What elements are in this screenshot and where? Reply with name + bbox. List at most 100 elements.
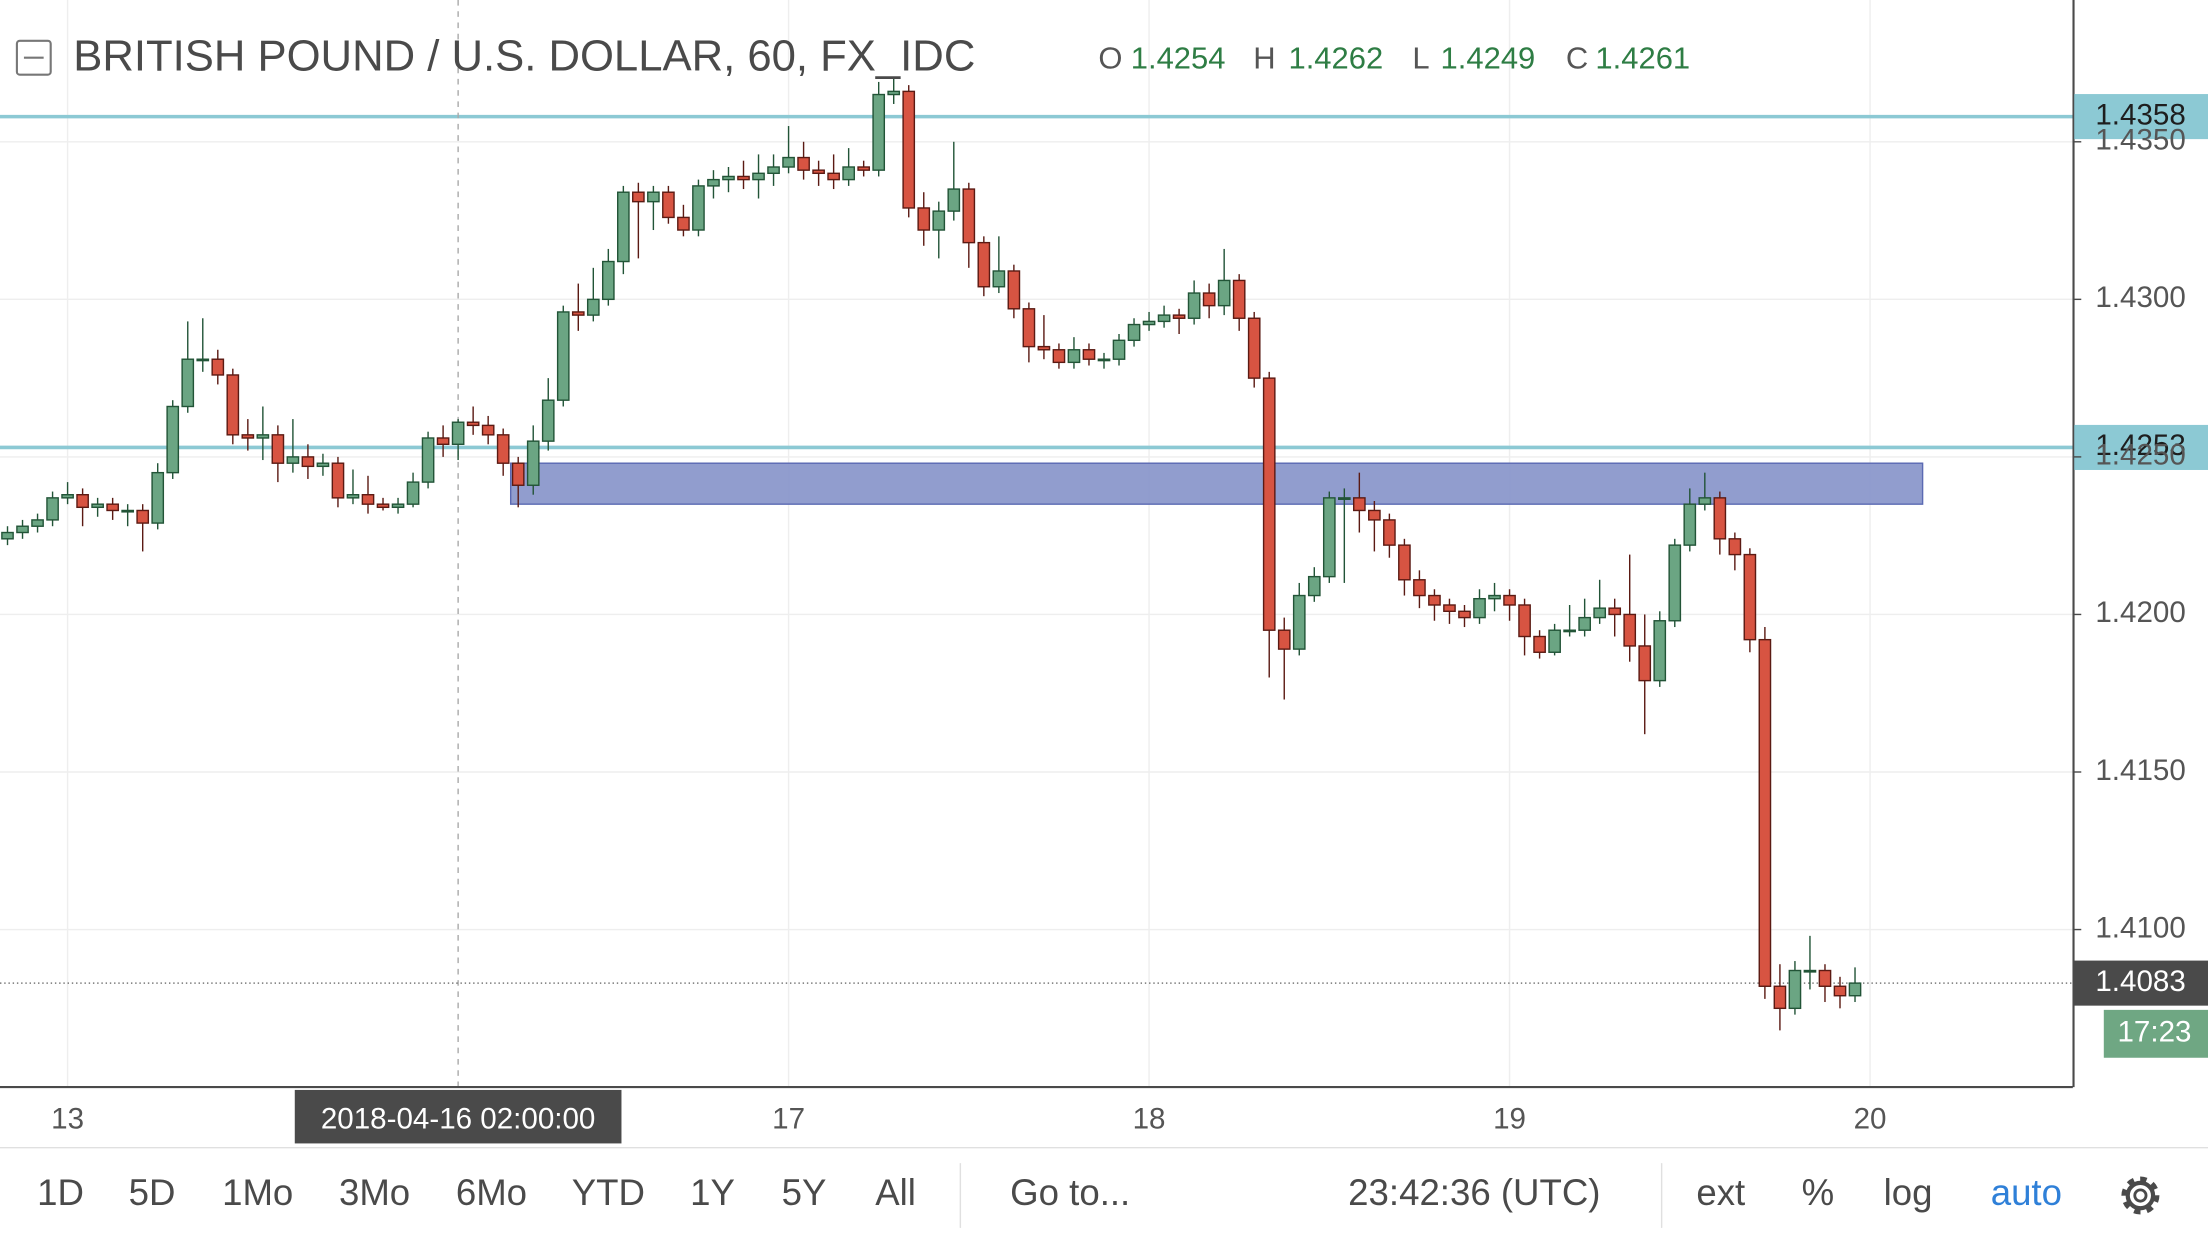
candle-body	[1307, 575, 1321, 597]
ohlc-key: O	[1098, 41, 1122, 76]
candle-body	[1413, 579, 1426, 597]
candle-body	[1368, 509, 1381, 521]
candle-body	[632, 191, 645, 203]
option-button[interactable]: log	[1884, 1172, 1933, 1213]
candle-body	[947, 188, 961, 212]
candle-body	[1848, 982, 1862, 997]
candle-body	[346, 494, 360, 499]
candle-body	[1022, 308, 1036, 348]
range-button[interactable]: 6Mo	[456, 1172, 527, 1213]
goto-button[interactable]: Go to...	[1010, 1172, 1130, 1213]
y-tick-label: 1.4150	[2095, 754, 2185, 787]
candle-body	[662, 191, 675, 219]
candle-body	[1773, 985, 1787, 1010]
last-price-label: 1.4083	[2095, 965, 2185, 998]
candle-body	[121, 509, 135, 513]
range-button[interactable]: 1Y	[690, 1172, 735, 1213]
candle-body	[887, 90, 901, 96]
candle-body	[241, 434, 255, 439]
candle-body	[1833, 985, 1847, 997]
option-button[interactable]: %	[1802, 1172, 1835, 1213]
candle-body	[1067, 349, 1081, 364]
candle-body	[436, 437, 450, 445]
candle-body	[1277, 629, 1291, 650]
candle-body	[1533, 635, 1546, 653]
range-button[interactable]: YTD	[572, 1172, 645, 1213]
candle-body	[1593, 607, 1607, 619]
candle-body	[61, 494, 74, 499]
ohlc-value: 1.4262	[1288, 41, 1383, 76]
candle-body	[917, 207, 931, 231]
candle-body	[1653, 620, 1667, 682]
x-tick-label: 17	[772, 1103, 805, 1136]
candle-body	[707, 178, 720, 187]
candle-body	[1563, 629, 1576, 633]
horizontal-line-label: 1.4358	[2095, 98, 2185, 131]
candle-body	[1788, 969, 1802, 1010]
option-button[interactable]: ext	[1696, 1172, 1745, 1213]
candle-body	[181, 358, 195, 408]
candle-body	[1428, 594, 1441, 606]
option-button[interactable]: auto	[1991, 1172, 2062, 1213]
candle-body	[692, 185, 705, 231]
ohlc-key: L	[1412, 41, 1429, 76]
ui: 1.4100 1.4150 1.4200 1.4250 1.4300 1.4350 13 17…	[37, 41, 2186, 1213]
candle-body	[767, 166, 780, 175]
supply-zone	[509, 462, 1924, 505]
range-button[interactable]: 3Mo	[339, 1172, 410, 1213]
candle-body	[1443, 604, 1456, 613]
y-tick-label: 1.4250	[2095, 439, 2185, 472]
candle-body	[1638, 645, 1652, 682]
candle-body	[1, 531, 14, 540]
crosshair-label: 2018-04-16 02:00:00	[321, 1103, 596, 1136]
range-button[interactable]: 5D	[129, 1172, 176, 1213]
candle-body	[496, 434, 510, 464]
range-button[interactable]: All	[875, 1172, 916, 1213]
ohlc-value: 1.4254	[1131, 41, 1226, 76]
candle-body	[1803, 969, 1817, 973]
candle-body	[466, 421, 480, 427]
range-button[interactable]: 1Mo	[222, 1172, 293, 1213]
candle-body	[556, 311, 570, 401]
candle-body	[571, 311, 585, 316]
range-button[interactable]: 5Y	[782, 1172, 827, 1213]
settings-gear[interactable]	[2121, 1176, 2160, 1215]
countdown-tag	[2103, 1009, 2208, 1058]
candle-body	[1713, 497, 1727, 540]
plot-area	[0, 0, 2073, 1088]
candle-body	[601, 260, 615, 301]
candle-body	[526, 440, 540, 486]
candle-body	[1383, 519, 1396, 546]
candle-body	[1097, 358, 1111, 362]
x-tick-label: 13	[51, 1103, 84, 1136]
candle-body	[1337, 497, 1351, 500]
candle-body	[136, 509, 150, 524]
horizontal-line-tag	[2074, 94, 2208, 140]
collapse-icon[interactable]	[15, 39, 52, 76]
crosshair-tag	[294, 1089, 622, 1144]
candle-body	[1578, 616, 1591, 631]
candle-body	[256, 434, 270, 439]
candle-body	[1608, 607, 1622, 616]
candle-body	[617, 191, 630, 263]
candle-body	[286, 456, 300, 464]
candle-body	[1668, 544, 1682, 622]
candle-body	[842, 166, 855, 181]
candle-body	[196, 358, 210, 362]
candle-body	[481, 424, 495, 436]
candle-body	[677, 216, 690, 231]
candle-body	[1518, 604, 1531, 638]
countdown-label: 17:23	[2117, 1016, 2191, 1049]
candle-body	[722, 175, 735, 181]
candle-body	[1698, 497, 1712, 505]
candle-body	[1142, 320, 1156, 326]
candle-body	[1007, 270, 1021, 310]
candle-body	[421, 437, 435, 483]
range-button[interactable]: 1D	[37, 1172, 84, 1213]
candle-body	[1728, 538, 1742, 556]
candle-body	[1172, 314, 1186, 319]
candle-body	[76, 494, 89, 509]
candle-body	[1398, 544, 1411, 581]
candle-body	[361, 494, 375, 505]
